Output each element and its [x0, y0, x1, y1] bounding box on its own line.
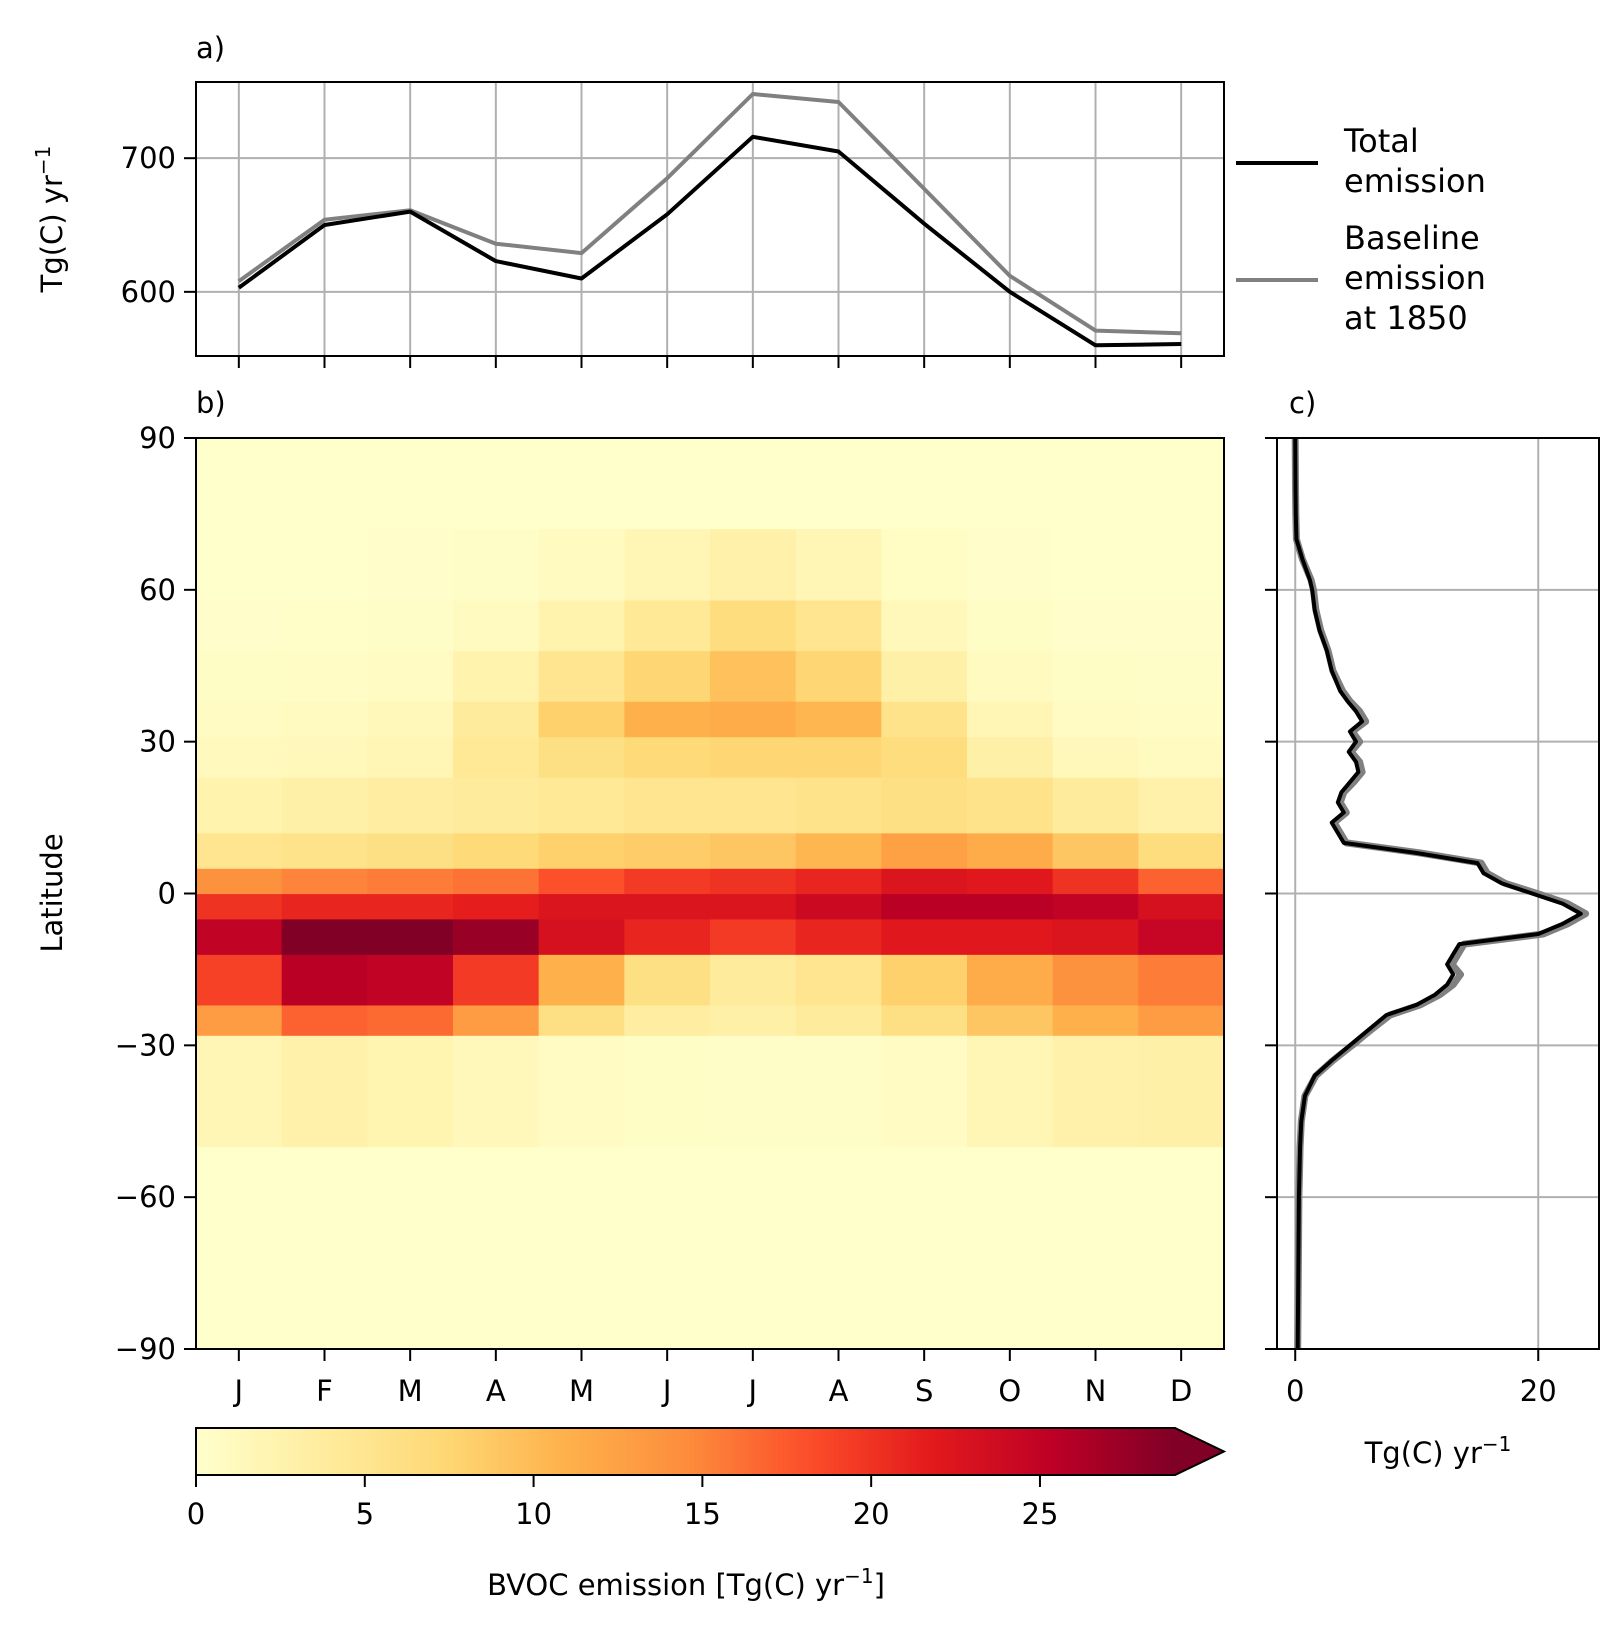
legend-total-line-1: Total	[1343, 122, 1419, 160]
panel-b-xtick-label: A	[829, 1374, 849, 1408]
panel-b-xtick-label: O	[998, 1374, 1021, 1408]
heatmap-cell	[1052, 529, 1139, 601]
panel-b-xtick-label: J	[661, 1374, 672, 1408]
legend: Total emission Baseline emission at 1850	[1236, 122, 1496, 337]
colorbar-tick-label: 25	[1022, 1497, 1059, 1531]
panel-c-gridlines	[1277, 437, 1599, 1350]
colorbar-label-main: BVOC emission [Tg(C) yr	[487, 1568, 844, 1602]
panel-b-ticks: J F M A M J J A S O N D 90 60 30 0 −30 −60 −90	[115, 421, 1193, 1408]
panel-b-xtick-label: M	[569, 1374, 594, 1408]
baseline-emission-line	[237, 92, 1182, 336]
panel-b-ytick-label: −90	[115, 1332, 176, 1366]
colorbar-tick-label: 5	[356, 1497, 374, 1531]
panel-c-label: c)	[1289, 386, 1316, 420]
panel-a-ylabel-main: Tg(C) yr	[35, 175, 69, 293]
heatmap-cell	[538, 529, 625, 601]
panel-c-xlabel: Tg(C) yr−1	[1364, 1432, 1512, 1470]
panel-b-ytick-label: 30	[139, 725, 176, 759]
legend-total-line-2: emission	[1344, 162, 1486, 200]
legend-baseline-line-3: at 1850	[1344, 299, 1468, 337]
colorbar-extend-arrow	[1175, 1428, 1224, 1475]
heatmap-cells	[196, 529, 1225, 1148]
panel-a-series	[237, 92, 1182, 348]
heatmap-cell	[881, 529, 968, 601]
heatmap-cell	[710, 529, 797, 601]
panel-b-ytick-label: 90	[139, 421, 176, 455]
colorbar-tick-label: 10	[515, 1497, 552, 1531]
heatmap-cell	[795, 529, 882, 601]
colorbar-tick-label: 0	[187, 1497, 205, 1531]
heatmap-cell	[1138, 529, 1225, 601]
legend-baseline-line-1: Baseline	[1344, 219, 1480, 257]
panel-b-ytick-label: −30	[115, 1028, 176, 1062]
panel-b-label: b)	[196, 386, 226, 420]
colorbar-outline	[195, 1427, 1227, 1476]
panel-c-ticks: 0 20	[1265, 437, 1557, 1408]
panel-c-series	[1291, 438, 1590, 1349]
panel-b: b) J F M A M J J A S O N D 90 60 30 0 −30 −60 −90 Latitude	[35, 386, 1225, 1408]
colorbar: 0 5 10 15 20 25 BVOC emission [Tg(C) yr−1]	[187, 1427, 1227, 1602]
panel-c-xtick-label: 0	[1286, 1374, 1304, 1408]
colorbar-body	[196, 1428, 1175, 1475]
heatmap-cell	[196, 529, 283, 601]
panel-a: a) 600 700 Tg(C) yr−1 Total emission Base…	[31, 31, 1496, 368]
panel-b-ylabel: Latitude	[35, 833, 69, 952]
colorbar-label-suffix: ]	[874, 1568, 885, 1602]
colorbar-label: BVOC emission [Tg(C) yr−1]	[487, 1564, 885, 1602]
panel-a-gridlines	[196, 82, 1224, 356]
panel-a-ylabel-sup: −1	[31, 146, 55, 175]
colorbar-tick-label: 15	[684, 1497, 721, 1531]
legend-label-baseline: Baseline emission at 1850	[1344, 219, 1496, 337]
panel-b-xtick-label: F	[316, 1374, 333, 1408]
panel-a-ytick-label: 700	[121, 141, 176, 175]
heatmap-cell	[624, 529, 711, 601]
panel-b-ytick-label: 60	[139, 573, 176, 607]
heatmap-cell	[967, 529, 1054, 601]
profile-total-line	[1293, 438, 1583, 1349]
panel-b-ytick-label: 0	[158, 877, 176, 911]
panel-c-xlabel-sup: −1	[1482, 1432, 1511, 1456]
panel-b-xtick-label: A	[486, 1374, 506, 1408]
panel-c-xlabel-main: Tg(C) yr	[1364, 1436, 1482, 1470]
panel-a-ticks: 600 700	[121, 141, 1183, 368]
colorbar-label-sup: −1	[844, 1564, 873, 1588]
total-emission-line	[237, 134, 1182, 348]
panel-b-ytick-label: −60	[115, 1180, 176, 1214]
panel-c: c) 0 20 Tg(C) yr−1	[1265, 386, 1600, 1470]
panel-b-xtick-label: N	[1085, 1374, 1107, 1408]
panel-b-xtick-label: J	[233, 1374, 244, 1408]
panel-a-label: a)	[196, 31, 225, 65]
legend-baseline-line-2: emission	[1344, 259, 1486, 297]
panel-b-xtick-label: S	[915, 1374, 933, 1408]
panel-a-frame	[195, 81, 1225, 357]
panel-b-xtick-label: D	[1170, 1374, 1192, 1408]
panel-a-ylabel: Tg(C) yr−1	[31, 146, 69, 294]
legend-label-total: Total emission	[1343, 122, 1486, 200]
panel-b-xtick-label: M	[398, 1374, 423, 1408]
colorbar-tick-label: 20	[853, 1497, 890, 1531]
colorbar-ticks: 0 5 10 15 20 25	[187, 1475, 1059, 1531]
heatmap-cell	[281, 529, 368, 601]
panel-c-xtick-label: 20	[1520, 1374, 1557, 1408]
panel-a-ytick-label: 600	[121, 275, 176, 309]
heatmap-cell	[367, 529, 454, 601]
heatmap-cell	[453, 529, 540, 601]
panel-b-xtick-label: J	[747, 1374, 758, 1408]
